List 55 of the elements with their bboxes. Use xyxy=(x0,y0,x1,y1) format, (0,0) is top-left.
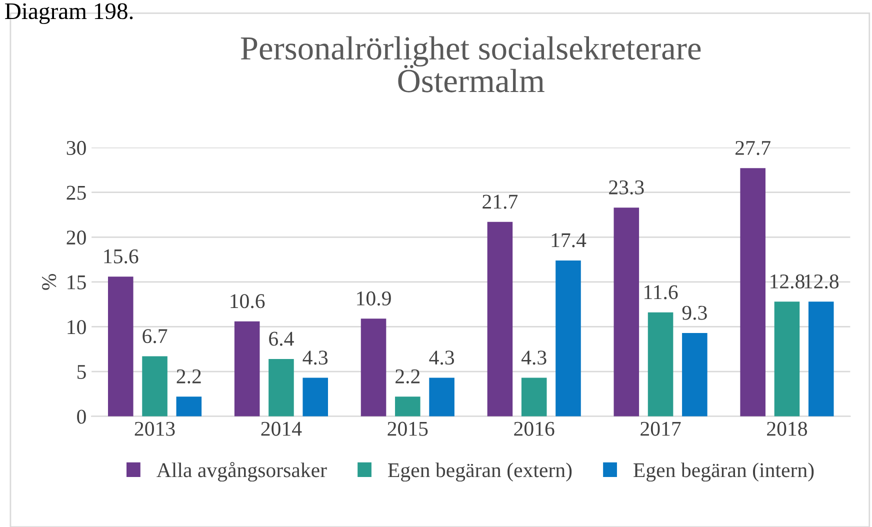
legend-label: Egen begäran (extern) xyxy=(388,462,572,482)
data-label: 4.3 xyxy=(429,350,454,365)
bar xyxy=(108,276,134,416)
bar xyxy=(234,321,260,416)
y-tick-label: 5 xyxy=(77,365,86,379)
bar xyxy=(556,260,581,416)
data-label: 27.7 xyxy=(736,140,770,156)
y-tick-label: 10 xyxy=(68,320,86,334)
bar xyxy=(487,222,513,416)
y-tick-label: 25 xyxy=(66,186,86,200)
x-tick-label: 2018 xyxy=(767,422,808,436)
bar xyxy=(268,358,294,416)
y-tick-label: 30 xyxy=(66,140,86,155)
bar xyxy=(395,396,420,416)
bar xyxy=(176,396,202,416)
data-label: 12.8 xyxy=(804,274,839,289)
data-label: 11.6 xyxy=(644,285,678,300)
chart-title: Personalrörlighet socialsekreterare Östermalm xyxy=(240,36,701,92)
x-tick-label: 2017 xyxy=(640,422,681,436)
data-label: 21.7 xyxy=(482,194,518,209)
x-tick-label: 2015 xyxy=(388,422,428,436)
bar xyxy=(142,356,168,416)
data-label: 10.6 xyxy=(230,294,265,308)
data-label: 2.2 xyxy=(396,369,420,384)
y-tick-label: 0 xyxy=(77,410,86,424)
bar xyxy=(740,168,766,416)
text: Diagram 198. xyxy=(5,3,133,24)
data-label: 9.3 xyxy=(682,306,707,320)
data-label: 4.3 xyxy=(521,350,546,365)
data-label: 15.6 xyxy=(104,249,138,264)
bar xyxy=(429,378,454,416)
bar xyxy=(614,208,640,416)
bar xyxy=(521,378,547,416)
bar xyxy=(774,302,800,416)
data-label: 6.4 xyxy=(269,332,294,346)
bar xyxy=(682,333,708,416)
x-tick-label: 2016 xyxy=(514,422,554,436)
data-label: 6.7 xyxy=(142,329,168,344)
bar xyxy=(648,312,674,416)
bar xyxy=(360,318,386,416)
legend-label: Egen begäran (intern) xyxy=(634,462,814,482)
y-axis-title: % xyxy=(42,274,56,290)
data-label: 23.3 xyxy=(609,180,644,194)
bar xyxy=(808,302,834,416)
y-tick-label: 20 xyxy=(66,230,86,245)
bar xyxy=(302,378,328,416)
x-tick-label: 2013 xyxy=(134,422,175,436)
x-tick-label: 2014 xyxy=(261,422,302,436)
data-label: 12.8 xyxy=(770,274,804,289)
data-label: 4.3 xyxy=(302,350,328,365)
legend-label: Alla avgångsorsaker xyxy=(156,462,327,482)
data-label: 2.2 xyxy=(176,369,201,384)
y-tick-label: 15 xyxy=(68,275,86,290)
data-label: 10.9 xyxy=(357,291,391,306)
data-label: 17.4 xyxy=(552,233,586,248)
